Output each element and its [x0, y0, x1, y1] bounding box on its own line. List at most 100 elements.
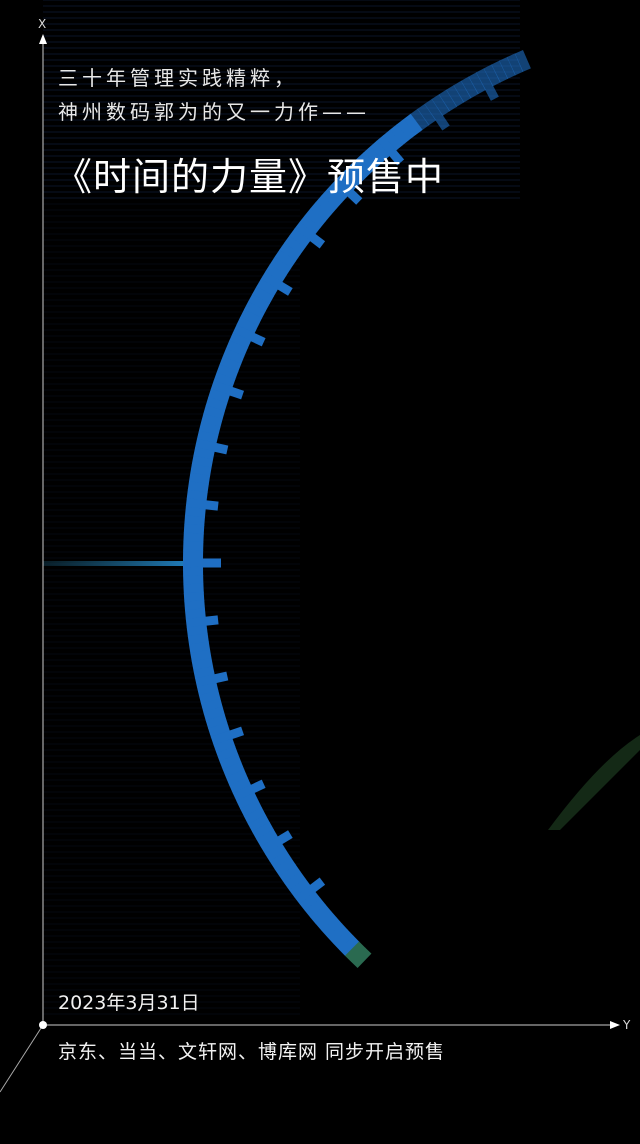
dial-tick — [198, 421, 221, 436]
dial-tick — [460, 76, 479, 99]
dial-tick — [431, 94, 451, 116]
dial-tick — [205, 397, 228, 412]
subtitle-line-1: 三十年管理实践精粹， — [58, 66, 298, 90]
dial-tick — [338, 935, 360, 956]
dial-tick — [327, 182, 348, 203]
dial-tick — [304, 898, 326, 918]
dial-tick — [183, 532, 204, 543]
dial-tick — [315, 910, 337, 931]
dial-tick — [203, 706, 226, 721]
dial-tick — [229, 777, 252, 794]
dial-tick — [219, 356, 242, 373]
y-axis-label: Y — [623, 1018, 631, 1032]
dial-tick — [247, 814, 270, 833]
dial-tick — [499, 56, 516, 79]
dial-tick — [446, 85, 465, 107]
dial-tick — [256, 278, 279, 297]
dial-tick — [195, 438, 229, 455]
sales-channels: 京东、当当、文轩网、博库网 同步开启预售 — [58, 1041, 446, 1063]
dial-tick — [351, 947, 372, 969]
dial-tick — [279, 242, 301, 262]
dial-tick — [265, 264, 287, 283]
dial-tick — [299, 891, 321, 911]
page-title: 《时间的力量》预售中 — [54, 155, 445, 199]
dial-tick — [183, 591, 205, 603]
dial-tick — [483, 64, 501, 87]
dial-tick — [338, 170, 360, 191]
dial-tick — [453, 80, 472, 103]
dial-tick — [213, 738, 236, 754]
dial-tick — [284, 871, 306, 891]
dial-tick — [201, 413, 223, 428]
dial-tick — [289, 878, 311, 898]
dial-tick — [183, 583, 204, 594]
dial-tick — [396, 118, 416, 141]
dial-tick — [195, 671, 229, 688]
subtitle-line-2: 神州数码郭为的又一力作—— — [58, 100, 370, 124]
dial-tick — [410, 108, 430, 131]
dial-tick — [185, 615, 219, 628]
x-axis-arrow-icon — [39, 34, 47, 44]
dial-tick — [183, 523, 205, 535]
dial-tick — [232, 324, 266, 347]
dial-tick — [274, 857, 296, 877]
dial-tick — [357, 152, 378, 173]
dial-tick — [284, 235, 306, 255]
dial-tick — [294, 877, 326, 905]
dial-tick — [389, 124, 410, 146]
dial-tick — [184, 608, 206, 620]
dial-tick — [193, 666, 215, 679]
dial-tick — [424, 98, 450, 131]
dial-tick — [190, 649, 212, 662]
dial-tick — [438, 89, 458, 112]
dial-tick — [196, 682, 219, 696]
dial-tick — [193, 447, 215, 460]
dial-tick — [203, 405, 226, 420]
dial-tick — [243, 807, 266, 825]
horizontal-marker — [43, 561, 183, 566]
dial-tick — [208, 388, 230, 404]
dial-tick — [321, 917, 343, 938]
dial-tick — [216, 364, 239, 380]
dial-tick — [236, 792, 259, 810]
dial-tick — [183, 541, 204, 551]
dial-tick — [191, 455, 214, 469]
dial-tick — [403, 113, 423, 136]
dial-tick — [514, 49, 531, 72]
dial-tick — [184, 515, 205, 526]
dial-tick — [269, 257, 292, 276]
dial-tick — [351, 157, 372, 179]
dial-tick — [196, 430, 219, 444]
dial-tick — [252, 286, 274, 305]
dial-tick — [376, 135, 405, 166]
dial-tick — [310, 904, 332, 925]
dial-tick — [186, 489, 208, 502]
dial-tick — [279, 864, 301, 884]
dial-tick — [240, 799, 263, 817]
dial-tick — [256, 829, 279, 848]
release-date: 2023年3月31日 — [58, 992, 200, 1014]
dial-tick — [269, 850, 292, 869]
dial-tick — [222, 761, 245, 778]
dial-tick — [187, 633, 209, 645]
dial-tick — [310, 201, 332, 222]
dial-tick — [506, 53, 524, 76]
dial-tick — [468, 72, 486, 95]
dial-tick — [219, 753, 242, 770]
dial-tick — [232, 779, 266, 802]
dial-tick — [344, 941, 366, 963]
dial-tick — [247, 293, 270, 312]
dial-tick — [236, 316, 259, 334]
dial-tick — [299, 215, 321, 235]
dial-tick — [265, 843, 287, 862]
dial-tick — [216, 746, 239, 762]
dial-tick — [363, 146, 384, 168]
dial-tick — [321, 188, 343, 209]
dial-tick — [315, 195, 337, 216]
dial-tick — [383, 129, 403, 151]
dial-tick — [274, 249, 296, 269]
dial-tick — [184, 600, 205, 611]
dial-tick — [210, 380, 245, 400]
dial-tick — [260, 271, 293, 296]
